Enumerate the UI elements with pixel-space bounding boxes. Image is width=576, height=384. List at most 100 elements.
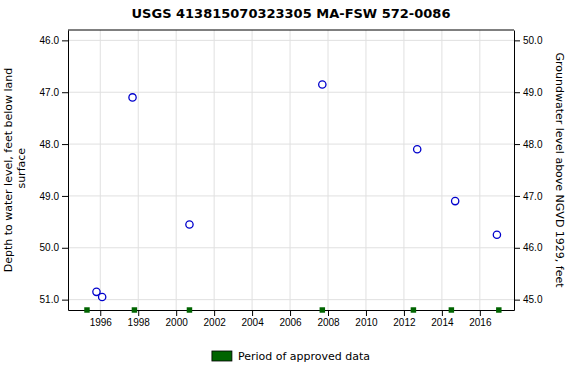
tick-label: 48.0: [40, 139, 60, 150]
tick-label: 2000: [166, 317, 189, 328]
legend-item: Period of approved data: [212, 350, 370, 363]
point: [129, 94, 136, 101]
tick-label: 47.0: [40, 87, 60, 98]
grid-line: [68, 92, 514, 93]
tick-mark: [62, 40, 68, 41]
tick-label: 2008: [317, 317, 340, 328]
tick-mark: [514, 196, 520, 197]
tick-label: 45.0: [523, 294, 543, 305]
tick-label: 2010: [355, 317, 378, 328]
tick: 50.0: [40, 242, 68, 253]
tick: 2000: [166, 310, 189, 328]
tick-mark: [514, 144, 520, 145]
series: [84, 307, 501, 312]
tick: 2010: [355, 310, 378, 328]
grid-line: [403, 30, 404, 310]
y2-axis: 45.0 46.0 47.0 48.0 49.0 50.0: [514, 31, 543, 311]
tick: 47.0: [40, 87, 68, 98]
grid-line: [441, 30, 442, 310]
grid-line: [68, 40, 514, 41]
y2-axis-label: Groundwater level above NGVD 1929, feet: [553, 52, 566, 288]
point: [186, 221, 193, 228]
grid-line: [138, 30, 139, 310]
tick-label: 2004: [241, 317, 264, 328]
grid-line: [68, 144, 514, 145]
tick-mark: [62, 248, 68, 249]
tick-label: 1998: [128, 317, 151, 328]
legend: Period of approved data: [212, 350, 370, 363]
tick: 46.0: [514, 242, 543, 253]
plot: 1996 1998 2000 2002 2004 2006 2008 2010 2012 2014…: [2, 30, 566, 328]
tick-mark: [100, 310, 101, 316]
tick: 2004: [241, 310, 264, 328]
tick-mark: [404, 310, 405, 316]
tick-label: 2002: [204, 317, 227, 328]
point: [319, 81, 326, 88]
grid-line: [214, 30, 215, 310]
tick: 49.0: [40, 191, 68, 202]
tick-mark: [514, 300, 520, 301]
axis-line: [68, 31, 69, 311]
tick-mark: [442, 310, 443, 316]
grid-line: [68, 195, 514, 196]
tick-mark: [514, 92, 520, 93]
tick: 1996: [90, 310, 113, 328]
tick-label: 48.0: [523, 139, 543, 150]
tick-label: 47.0: [523, 191, 543, 202]
tick: 50.0: [514, 35, 543, 46]
tick-label: 51.0: [40, 294, 60, 305]
tick: 49.0: [514, 87, 543, 98]
grid-line: [252, 30, 253, 310]
tick-mark: [290, 310, 291, 316]
tick-mark: [138, 310, 139, 316]
tick-label: 49.0: [523, 87, 543, 98]
tick: 2002: [204, 310, 227, 328]
tick: 1998: [128, 310, 151, 328]
tick-mark: [252, 310, 253, 316]
grid-line: [68, 247, 514, 248]
y-axis: 46.0 47.0 48.0 49.0 50.0 51.0: [40, 31, 69, 311]
tick: 48.0: [40, 139, 68, 150]
point: [320, 307, 325, 312]
marks: [84, 81, 501, 313]
grid-line: [328, 30, 329, 310]
tick: 45.0: [514, 294, 543, 305]
tick-label: 2014: [431, 317, 454, 328]
tick-label: 2016: [469, 317, 492, 328]
tick: 46.0: [40, 35, 68, 46]
point: [449, 307, 454, 312]
legend-swatch: [212, 351, 232, 361]
tick-mark: [214, 310, 215, 316]
tick-mark: [62, 92, 68, 93]
axis-line: [514, 31, 515, 311]
grid-line: [290, 30, 291, 310]
point: [99, 293, 106, 300]
point: [187, 307, 192, 312]
tick: 51.0: [40, 294, 68, 305]
grid-line: [100, 30, 101, 310]
tick: 47.0: [514, 191, 543, 202]
tick-label: 50.0: [40, 242, 60, 253]
y-axis-label: Depth to water level, feet below land su…: [2, 68, 28, 273]
tick-label: 2006: [279, 317, 302, 328]
tick-mark: [62, 300, 68, 301]
point: [411, 307, 416, 312]
tick-mark: [366, 310, 367, 316]
tick-mark: [514, 248, 520, 249]
tick-label: 49.0: [40, 191, 60, 202]
point: [414, 146, 421, 153]
grid-line: [365, 30, 366, 310]
frame-line: [68, 30, 514, 31]
tick-label: 50.0: [523, 35, 543, 46]
chart: 1996 1998 2000 2002 2004 2006 2008 2010 2012 2014…: [0, 0, 576, 384]
point: [452, 197, 459, 204]
point: [496, 307, 501, 312]
grid-line: [479, 30, 480, 310]
tick: 2016: [469, 310, 492, 328]
tick-label: 2012: [393, 317, 416, 328]
tick-label: 46.0: [523, 242, 543, 253]
series: [93, 81, 501, 301]
tick: 48.0: [514, 139, 543, 150]
point: [132, 307, 137, 312]
tick-mark: [514, 40, 520, 41]
